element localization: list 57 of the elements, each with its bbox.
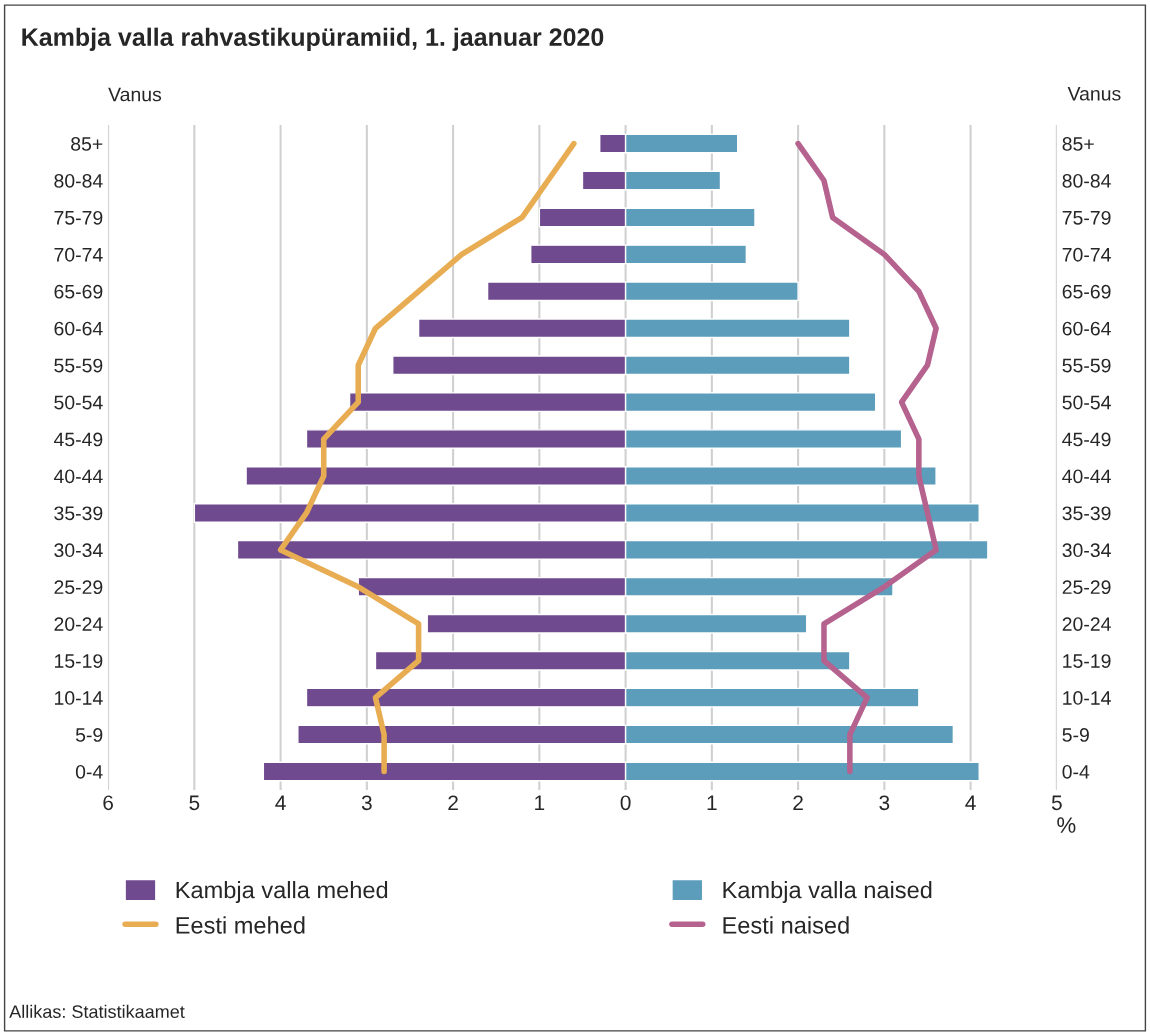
y-tick-label: 30-34 <box>1062 543 1111 558</box>
x-tick-label: 2 <box>448 795 458 810</box>
x-tick-label: 1 <box>707 795 717 810</box>
y-tick-label: 15-19 <box>1063 654 1111 668</box>
y-tick-label: 35-39 <box>1062 506 1111 521</box>
legend-label: Kambja valla mehed <box>176 881 388 904</box>
x-tick-label: 6 <box>103 795 113 811</box>
y-tick-label: 0-4 <box>1062 764 1090 779</box>
x-tick-label: 5 <box>189 795 200 811</box>
y-tick-label: 25-29 <box>1062 580 1111 595</box>
category-label: 20-24 <box>54 617 103 631</box>
category-label: 70-74 <box>54 247 103 262</box>
y-tick-label: 85+ <box>1062 137 1094 151</box>
category-label: 0-4 <box>75 764 103 779</box>
y-axis-title: Vanus <box>108 87 162 102</box>
x-tick-label: 3 <box>361 795 372 811</box>
category-label: 15-19 <box>55 654 103 668</box>
category-label: 50-54 <box>54 395 103 410</box>
legend-label: Eesti mehed <box>176 916 305 934</box>
y-tick-label: 70-74 <box>1062 247 1111 262</box>
category-label: 85+ <box>71 137 103 151</box>
x-tick-label: 5 <box>1051 795 1062 811</box>
category-label: 25-29 <box>54 580 103 595</box>
x-tick-label: 1 <box>535 795 545 810</box>
chart-title: Kambja valla rahvastikupüramiid, 1. jaanuar 2020 <box>22 27 604 51</box>
x-axis-title: % <box>1057 817 1076 833</box>
category-label: 55-59 <box>54 358 103 373</box>
y-tick-label: 10-14 <box>1063 691 1111 705</box>
legend-label: Eesti naised <box>723 916 849 934</box>
x-tick-label: 0 <box>620 795 631 811</box>
category-label: 10-14 <box>55 691 103 705</box>
category-label: 80-84 <box>54 173 103 188</box>
category-label: 45-49 <box>53 432 103 447</box>
category-label: 60-64 <box>54 321 103 336</box>
legend-label: Kambja valla naised <box>723 881 932 904</box>
y-tick-label: 45-49 <box>1062 432 1111 447</box>
y-tick-label: 20-24 <box>1062 617 1111 631</box>
y-tick-label: 60-64 <box>1062 321 1111 336</box>
text: Allikas: Statistikaamet <box>9 1004 185 1019</box>
x-tick-label: 4 <box>965 795 976 810</box>
y-tick-label: 40-44 <box>1062 469 1111 484</box>
y2-axis-title: Vanus <box>1067 87 1121 101</box>
category-label: 40-44 <box>53 469 103 484</box>
category-label: 5-9 <box>75 728 103 742</box>
y-tick-label: 80-84 <box>1062 173 1111 188</box>
y-tick-label: 55-59 <box>1062 358 1111 373</box>
y-tick-label: 5-9 <box>1062 728 1089 742</box>
y-tick-label: 75-79 <box>1062 210 1111 225</box>
x-tick-label: 3 <box>879 795 890 811</box>
category-label: 75-79 <box>54 210 103 225</box>
x-tick-label: 4 <box>275 795 286 810</box>
category-label: 35-39 <box>54 506 103 521</box>
category-label: 30-34 <box>54 543 103 558</box>
y-tick-label: 50-54 <box>1062 395 1111 410</box>
x-tick-label: 2 <box>793 795 803 810</box>
category-label: 65-69 <box>54 284 103 299</box>
y-tick-label: 65-69 <box>1062 284 1111 299</box>
